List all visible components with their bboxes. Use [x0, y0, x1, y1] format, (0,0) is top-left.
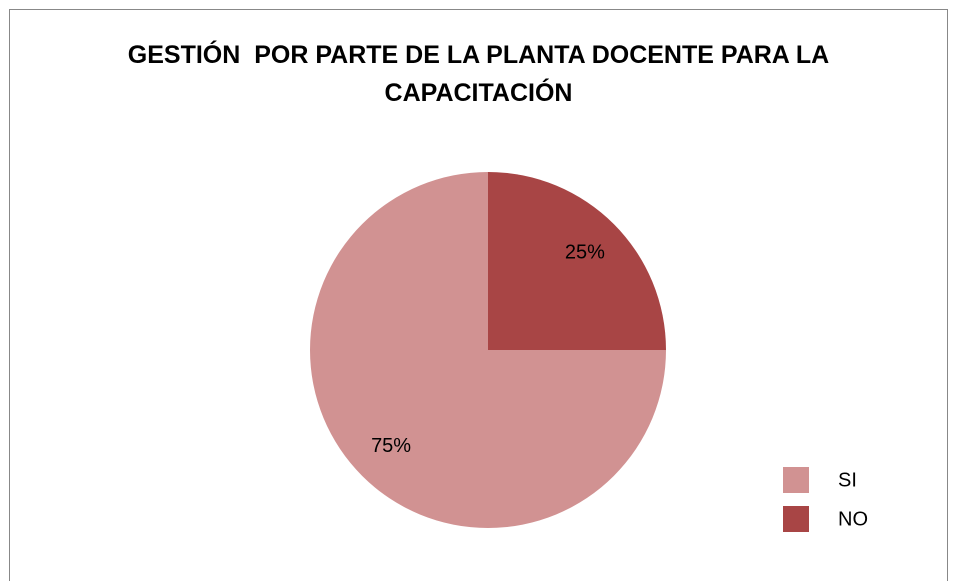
legend-swatch — [783, 467, 809, 493]
chart-title: GESTIÓN POR PARTE DE LA PLANTA DOCENTE P… — [127, 41, 837, 107]
legend-label: SI — [838, 469, 857, 491]
chart-border — [9, 9, 948, 581]
pie-slice — [488, 172, 666, 350]
data-label: 75% — [371, 435, 411, 457]
legend-swatch — [783, 506, 809, 532]
data-label: 25% — [565, 241, 605, 263]
legend-label: NO — [838, 508, 868, 530]
